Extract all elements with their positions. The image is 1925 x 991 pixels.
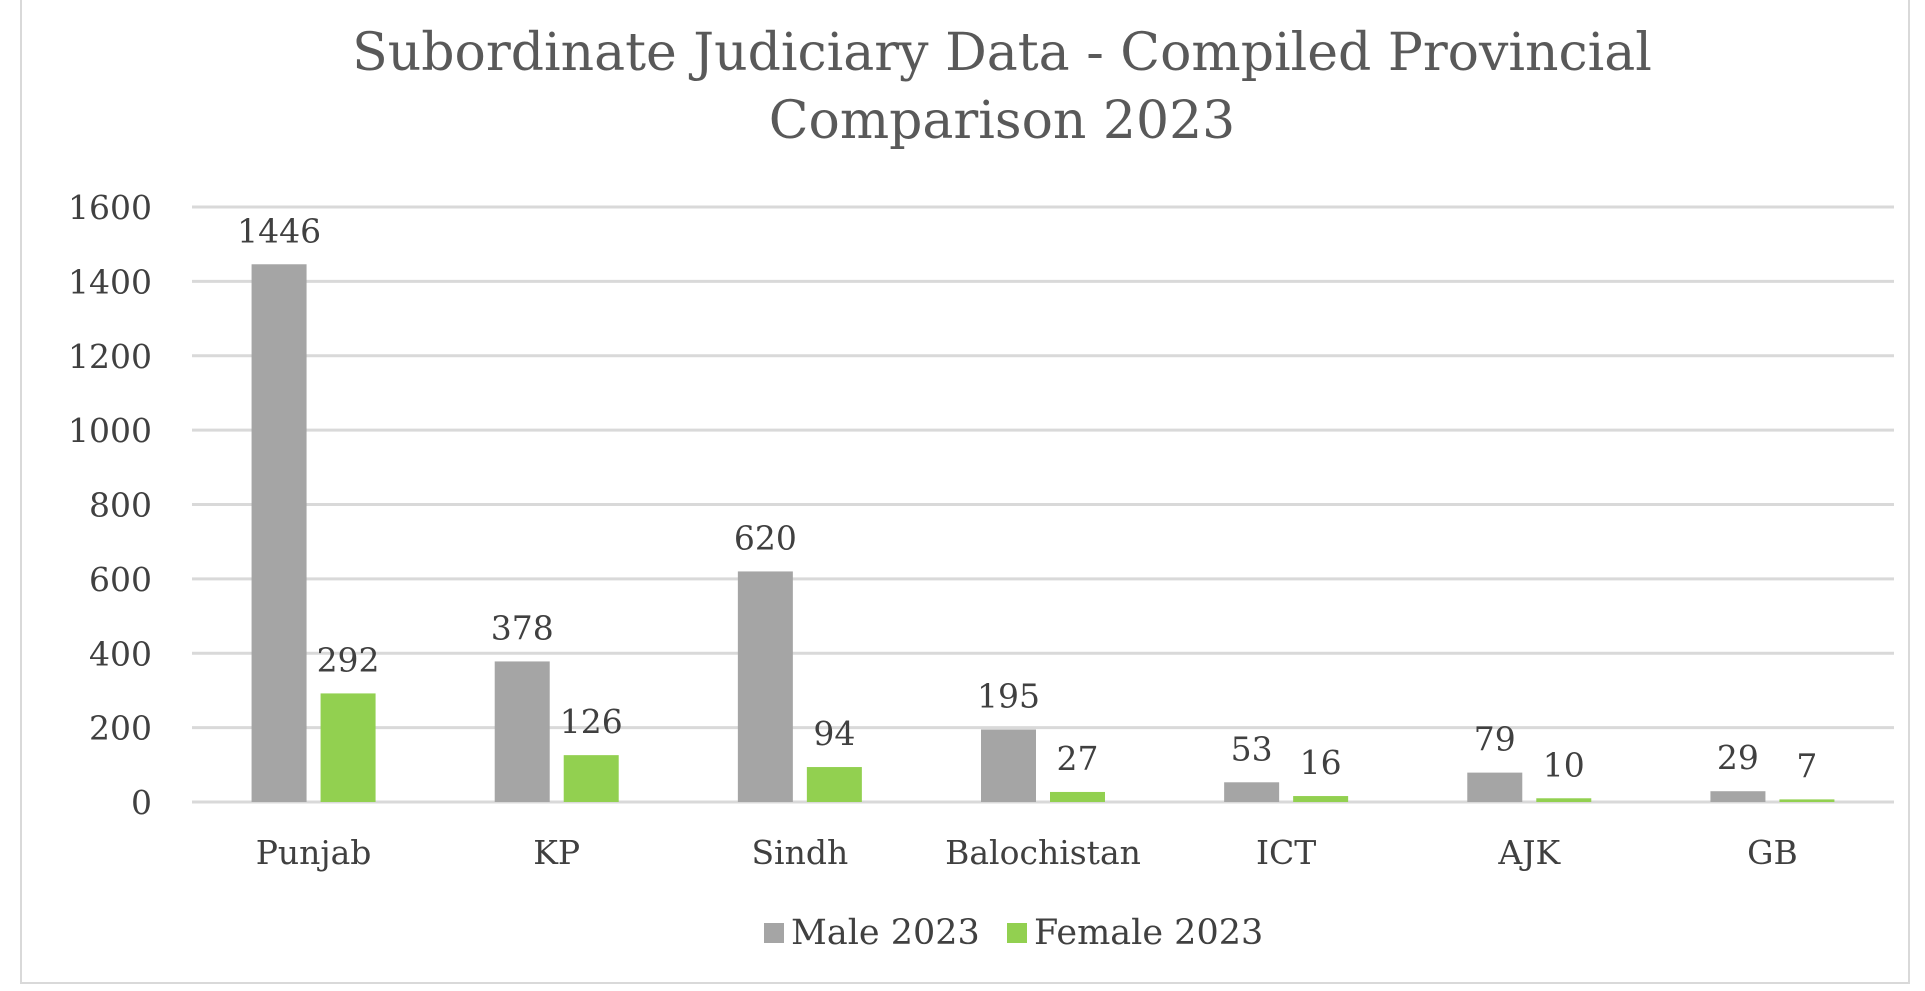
- data-label: 195: [977, 676, 1040, 715]
- chart-title: Subordinate Judiciary Data - Compiled Pr…: [352, 23, 1652, 151]
- data-label: 620: [734, 518, 797, 557]
- data-label: 10: [1543, 745, 1585, 784]
- y-tick-label: 800: [89, 486, 152, 525]
- data-label: 1446: [237, 211, 321, 250]
- y-axis-ticks: 0 200 400 600 800 1000 1200 1400 1600: [68, 188, 152, 822]
- y-tick-label: 1000: [68, 411, 152, 450]
- bar-balochistan-male: [981, 729, 1036, 802]
- data-label: 292: [317, 640, 380, 679]
- bar-ict-female: [1293, 796, 1349, 802]
- bar-ict-male: [1224, 782, 1280, 802]
- chart-title-line-1: Subordinate Judiciary Data - Compiled Pr…: [352, 23, 1652, 83]
- data-label: 53: [1231, 729, 1273, 768]
- bar-balochistan-female: [1050, 791, 1105, 802]
- bars: [251, 264, 1835, 802]
- bar-sindh-male: [737, 571, 793, 802]
- data-label: 94: [813, 714, 855, 753]
- y-tick-label: 0: [131, 783, 152, 822]
- y-tick-label: 1400: [68, 262, 152, 301]
- y-tick-label: 1200: [68, 337, 152, 376]
- y-tick-label: 400: [89, 634, 152, 673]
- x-category-label: Sindh: [751, 833, 848, 872]
- legend-swatch-female: [1007, 923, 1027, 943]
- data-label: 27: [1057, 739, 1099, 778]
- bar-punjab-male: [251, 264, 307, 802]
- y-tick-label: 1600: [68, 188, 152, 227]
- x-category-label: ICT: [1256, 833, 1316, 872]
- legend-label: Male 2023: [791, 913, 980, 953]
- legend-label: Female 2023: [1034, 913, 1263, 953]
- data-label: 7: [1796, 746, 1817, 785]
- x-category-label: Balochistan: [945, 833, 1141, 872]
- legend: Male 2023 Female 2023: [764, 913, 1263, 953]
- x-axis-categories: Punjab KP Sindh Balochistan ICT AJK GB: [256, 833, 1798, 872]
- x-category-label: KP: [533, 833, 580, 872]
- data-label: 126: [560, 702, 623, 741]
- chart-frame: Subordinate Judiciary Data - Compiled Pr…: [20, 0, 1910, 984]
- data-label: 378: [491, 608, 554, 647]
- bar-gb-male: [1710, 791, 1766, 802]
- gridlines: [192, 205, 1894, 804]
- x-category-label: AJK: [1497, 833, 1561, 872]
- chart-title-line-2: Comparison 2023: [769, 91, 1236, 151]
- legend-swatch-male: [764, 923, 784, 943]
- bar-kp-female: [563, 755, 619, 802]
- data-label: 16: [1300, 743, 1342, 782]
- y-tick-label: 200: [89, 709, 152, 748]
- bar-sindh-female: [806, 767, 862, 802]
- bar-punjab-female: [320, 693, 376, 802]
- bar-kp-male: [494, 661, 550, 802]
- x-category-label: Punjab: [256, 833, 372, 872]
- x-category-label: GB: [1747, 833, 1798, 872]
- bar-ajk-female: [1536, 798, 1592, 802]
- data-label: 29: [1717, 738, 1759, 777]
- bar-ajk-male: [1467, 772, 1523, 802]
- data-label: 79: [1474, 720, 1516, 759]
- bar-gb-female: [1779, 799, 1835, 802]
- bar-chart: Subordinate Judiciary Data - Compiled Pr…: [68, 23, 1894, 953]
- data-labels: 1446 292 378 126 620 94 195 27 53 16 79 10 29 7: [237, 211, 1817, 785]
- y-tick-label: 600: [89, 560, 152, 599]
